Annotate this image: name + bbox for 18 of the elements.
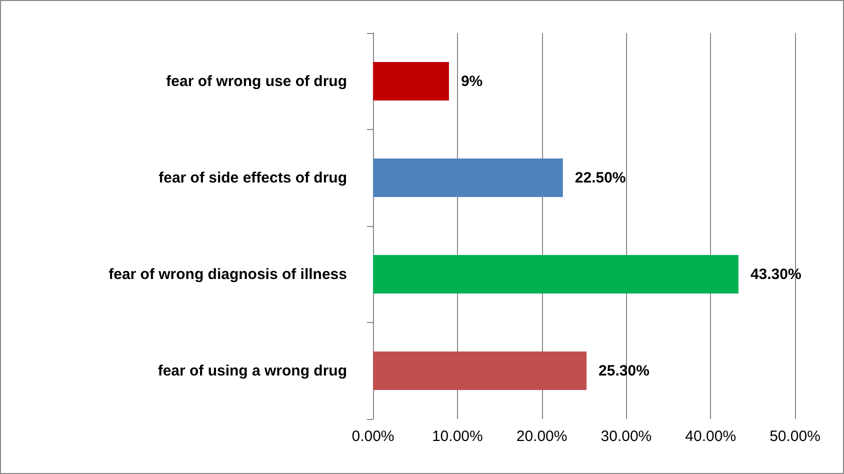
y-tick-label: fear of wrong use of drug	[166, 72, 347, 90]
data-label: 22.50%	[574, 169, 626, 186]
data-label: 43.30%	[750, 266, 802, 283]
x-tick-label: 50.00%	[770, 428, 820, 445]
bar	[373, 62, 449, 101]
y-tick-label: fear of wrong diagnosis of illness	[108, 266, 347, 283]
x-tick-label: 40.00%	[685, 428, 736, 445]
x-tick-label: 20.00%	[516, 428, 568, 445]
bar	[373, 158, 563, 198]
x-tick-label: 30.00%	[600, 428, 652, 445]
bar	[373, 351, 587, 390]
data-label: 25.30%	[598, 362, 650, 380]
x-tick-label: 10.00%	[432, 428, 483, 445]
x-tick-label: 0.00%	[352, 428, 394, 445]
bar	[373, 254, 738, 294]
data-label: 9%	[460, 72, 483, 90]
y-tick-label: fear of using a wrong drug	[158, 362, 347, 380]
y-tick-label: fear of side effects of drug	[158, 169, 347, 186]
